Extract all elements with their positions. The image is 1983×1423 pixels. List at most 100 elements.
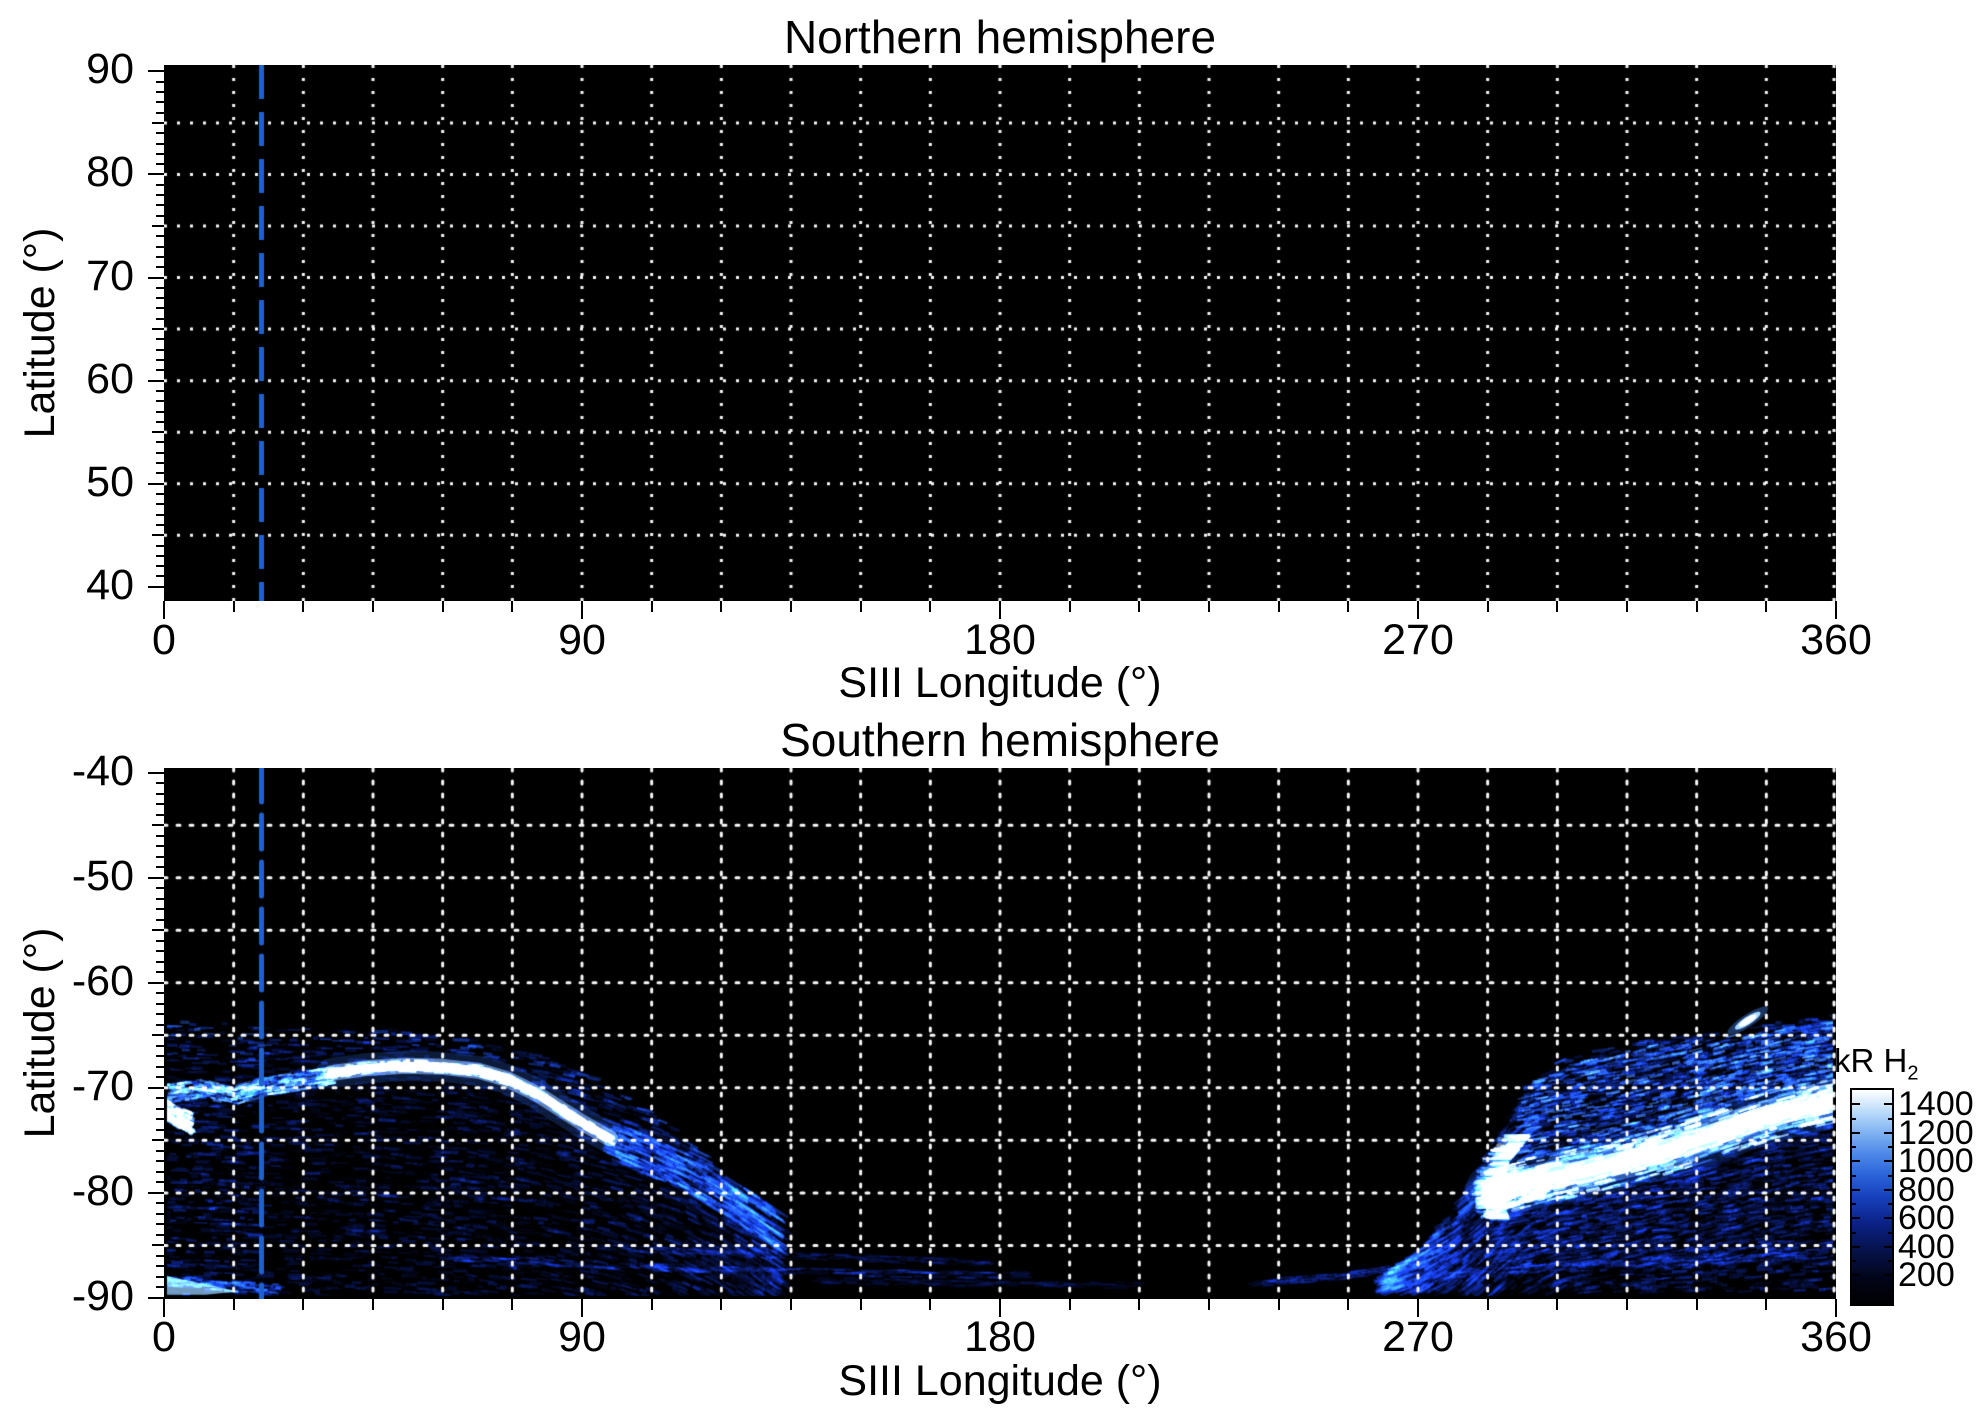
x-minor-tick bbox=[1486, 601, 1489, 612]
x-minor-tick bbox=[441, 1299, 444, 1310]
y-minor-tick bbox=[156, 194, 164, 197]
x-tick-label: 270 bbox=[1382, 1313, 1454, 1361]
x-minor-tick bbox=[511, 601, 514, 612]
colorbar-tick bbox=[1888, 1203, 1892, 1206]
y-minor-tick bbox=[156, 960, 164, 963]
x-major-tick bbox=[163, 1299, 165, 1317]
colorbar-tick bbox=[1888, 1260, 1892, 1263]
y-minor-tick bbox=[156, 420, 164, 423]
colorbar-title-text: kR H bbox=[1834, 1042, 1908, 1079]
x-major-tick bbox=[1417, 1299, 1419, 1317]
x-minor-tick bbox=[1556, 1299, 1559, 1310]
y-minor-tick bbox=[156, 142, 164, 145]
x-minor-tick bbox=[232, 601, 235, 612]
colorbar-tick bbox=[1852, 1245, 1860, 1248]
x-minor-tick bbox=[1138, 1299, 1141, 1310]
y-major-tick bbox=[148, 771, 164, 774]
y-minor-tick bbox=[156, 400, 164, 403]
y-minor-tick bbox=[156, 855, 164, 858]
colorbar-tick bbox=[1852, 1117, 1856, 1120]
y-minor-tick bbox=[156, 369, 164, 372]
x-tick-label: 0 bbox=[152, 1313, 176, 1361]
y-minor-tick bbox=[156, 782, 164, 785]
x-minor-tick bbox=[720, 1299, 723, 1310]
x-minor-tick bbox=[859, 601, 862, 612]
y-minor-tick bbox=[152, 1244, 164, 1247]
y-minor-tick bbox=[156, 307, 164, 310]
x-minor-tick bbox=[1068, 601, 1071, 612]
y-tick-label: -50 bbox=[71, 851, 134, 900]
y-minor-tick bbox=[156, 792, 164, 795]
colorbar-tick bbox=[1852, 1188, 1860, 1191]
y-minor-tick bbox=[156, 101, 164, 104]
y-minor-tick bbox=[156, 1275, 164, 1278]
colorbar-title-subscript: 2 bbox=[1907, 1062, 1919, 1085]
colorbar-tick-label: 1000 bbox=[1898, 1142, 1974, 1181]
x-minor-tick bbox=[720, 601, 723, 612]
y-minor-tick bbox=[156, 503, 164, 506]
colorbar-tick-label: 400 bbox=[1898, 1227, 1955, 1266]
y-minor-tick bbox=[156, 1044, 164, 1047]
colorbar-tick bbox=[1852, 1131, 1860, 1134]
y-minor-tick bbox=[156, 554, 164, 557]
x-minor-tick bbox=[372, 601, 374, 612]
y-minor-tick bbox=[156, 152, 164, 155]
x-minor-tick bbox=[372, 1299, 374, 1310]
x-minor-tick bbox=[232, 1299, 235, 1310]
y-minor-tick bbox=[156, 1118, 164, 1121]
y-major-tick bbox=[148, 70, 164, 73]
y-minor-tick bbox=[156, 441, 164, 444]
y-minor-tick bbox=[156, 451, 164, 454]
y-minor-tick bbox=[156, 389, 164, 392]
x-minor-tick bbox=[1695, 601, 1698, 612]
y-minor-tick bbox=[156, 245, 164, 248]
y-minor-tick bbox=[156, 513, 164, 516]
x-tick-label: 90 bbox=[558, 616, 606, 664]
y-minor-tick bbox=[156, 317, 164, 320]
colorbar-tick-label: 800 bbox=[1898, 1170, 1955, 1209]
x-tick-label: 360 bbox=[1800, 1313, 1872, 1361]
north-y-axis-label: Latitude (°) bbox=[16, 227, 64, 439]
x-minor-tick bbox=[929, 1299, 932, 1310]
y-minor-tick bbox=[152, 328, 164, 331]
x-tick-label: 90 bbox=[558, 1313, 606, 1361]
y-major-tick bbox=[148, 876, 164, 879]
y-minor-tick bbox=[156, 1002, 164, 1005]
x-minor-tick bbox=[1765, 1299, 1768, 1310]
y-minor-tick bbox=[156, 214, 164, 217]
colorbar-tick bbox=[1852, 1103, 1860, 1106]
x-minor-tick bbox=[1208, 601, 1210, 612]
y-minor-tick bbox=[156, 1212, 164, 1215]
colorbar-tick bbox=[1888, 1146, 1892, 1149]
south-y-axis-label: Latitude (°) bbox=[16, 927, 64, 1139]
x-minor-tick bbox=[302, 1299, 305, 1310]
y-major-tick bbox=[148, 379, 164, 382]
x-minor-tick bbox=[1556, 601, 1559, 612]
x-minor-tick bbox=[790, 1299, 792, 1310]
y-minor-tick bbox=[156, 204, 164, 207]
y-minor-tick bbox=[152, 1034, 164, 1037]
colorbar-tick bbox=[1852, 1217, 1860, 1220]
y-minor-tick bbox=[152, 431, 164, 434]
y-minor-tick bbox=[156, 1160, 164, 1163]
y-minor-tick bbox=[156, 908, 164, 911]
x-minor-tick bbox=[650, 1299, 653, 1310]
y-minor-tick bbox=[156, 950, 164, 953]
colorbar-tick bbox=[1884, 1245, 1892, 1248]
y-minor-tick bbox=[156, 286, 164, 289]
y-minor-tick bbox=[156, 992, 164, 995]
y-minor-tick bbox=[156, 1233, 164, 1236]
colorbar-tick bbox=[1884, 1274, 1892, 1277]
x-minor-tick bbox=[1486, 1299, 1489, 1310]
y-major-tick bbox=[148, 482, 164, 485]
x-minor-tick bbox=[1277, 601, 1280, 612]
colorbar-tick-label: 200 bbox=[1898, 1256, 1955, 1295]
y-minor-tick bbox=[156, 565, 164, 568]
colorbar-tick bbox=[1852, 1146, 1856, 1149]
colorbar-tick bbox=[1852, 1203, 1856, 1206]
y-minor-tick bbox=[152, 534, 164, 537]
south-hemisphere-plot bbox=[164, 768, 1836, 1299]
colorbar bbox=[1850, 1088, 1894, 1306]
colorbar-tick bbox=[1888, 1288, 1892, 1291]
y-minor-tick bbox=[156, 410, 164, 413]
